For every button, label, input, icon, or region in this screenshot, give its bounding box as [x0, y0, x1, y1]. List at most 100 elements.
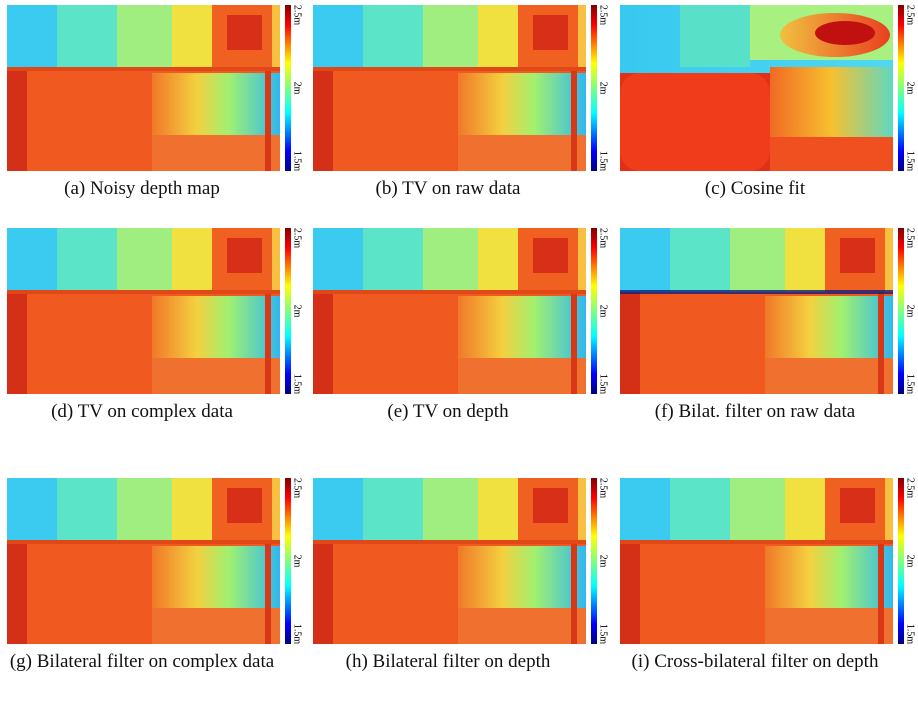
region — [7, 292, 27, 394]
region — [57, 478, 117, 542]
depth-panel: 2.5m 2m 1.5m — [620, 5, 916, 172]
region — [785, 228, 825, 292]
colorbar — [285, 5, 291, 171]
region — [7, 290, 280, 294]
region — [272, 478, 280, 542]
region — [227, 488, 262, 523]
region — [620, 73, 770, 171]
region — [840, 488, 875, 523]
region — [265, 69, 271, 171]
region — [227, 238, 262, 273]
region — [620, 478, 670, 542]
region — [578, 478, 586, 542]
colorbar-label: 1.5m — [905, 624, 916, 645]
region — [478, 228, 518, 292]
region — [785, 478, 825, 542]
depth-panel: 2.5m 2m 1.5m — [7, 228, 303, 395]
region — [620, 542, 640, 644]
depth-image — [620, 478, 893, 644]
caption: (h) Bilateral filter on depth — [345, 651, 551, 672]
depth-panel: 2.5m 2m 1.5m — [620, 478, 916, 645]
depth-image — [313, 228, 586, 394]
colorbar-label: 2.5m — [905, 228, 916, 248]
region — [265, 292, 271, 394]
colorbar-label: 2m — [598, 305, 609, 318]
depth-image — [7, 5, 280, 171]
depth-panel: 2.5m 2m 1.5m — [7, 478, 303, 645]
caption: (g) Bilateral filter on complex data — [9, 651, 275, 672]
region — [313, 228, 363, 292]
colorbar-label: 1.5m — [598, 624, 609, 645]
colorbar — [898, 5, 904, 171]
depth-image — [620, 5, 893, 171]
colorbar-label: 2m — [905, 555, 916, 568]
region — [313, 478, 363, 542]
region — [620, 228, 670, 292]
region — [533, 488, 568, 523]
region — [571, 292, 577, 394]
region — [620, 292, 640, 394]
region — [533, 238, 568, 273]
region — [765, 358, 893, 394]
colorbar-label: 2m — [905, 82, 916, 95]
region — [458, 358, 586, 394]
colorbar-label: 1.5m — [905, 151, 916, 172]
depth-panel: 2.5m 2m 1.5m — [620, 228, 916, 394]
region — [730, 228, 785, 292]
depth-panel: 2.5m 2m 1.5m — [313, 228, 609, 394]
colorbar-label: 1.5m — [292, 624, 303, 645]
colorbar-label: 2.5m — [905, 5, 916, 26]
region — [313, 540, 586, 544]
region — [152, 358, 280, 394]
region — [7, 542, 27, 644]
region — [7, 5, 57, 69]
colorbar-label: 2m — [598, 555, 609, 568]
region — [57, 5, 117, 69]
colorbar — [285, 478, 291, 644]
caption: (c) Cosine fit — [704, 178, 806, 199]
region — [7, 69, 27, 171]
colorbar-label: 1.5m — [292, 374, 303, 395]
region — [152, 546, 280, 608]
region — [458, 135, 586, 171]
region — [117, 228, 172, 292]
region — [815, 21, 875, 45]
region — [571, 69, 577, 171]
region — [272, 5, 280, 69]
colorbar-label: 2m — [598, 82, 609, 95]
colorbar-label: 1.5m — [598, 151, 609, 172]
region — [272, 228, 280, 292]
colorbar-label: 2.5m — [905, 478, 916, 499]
region — [730, 478, 785, 542]
caption: (f) Bilat. filter on raw data — [654, 401, 856, 422]
region — [227, 15, 262, 50]
region — [7, 540, 280, 544]
depth-panel: 2.5m 2m 1.5m — [313, 5, 609, 172]
colorbar — [591, 228, 597, 394]
region — [458, 608, 586, 644]
colorbar — [898, 478, 904, 644]
colorbar — [898, 228, 904, 394]
depth-image — [313, 5, 586, 171]
region — [57, 228, 117, 292]
region — [878, 542, 884, 644]
region — [172, 5, 212, 69]
region — [117, 478, 172, 542]
region — [770, 137, 893, 171]
region — [620, 540, 893, 544]
region — [363, 228, 423, 292]
colorbar-label: 2.5m — [292, 478, 303, 499]
region — [152, 73, 280, 135]
depth-panel: 2.5m 2m 1.5m — [7, 5, 303, 171]
region — [478, 478, 518, 542]
region — [765, 546, 893, 608]
region — [363, 5, 423, 69]
colorbar-label: 2.5m — [292, 228, 303, 248]
region — [313, 290, 586, 294]
caption: (a) Noisy depth map — [64, 178, 220, 199]
region — [313, 292, 333, 394]
region — [363, 478, 423, 542]
region — [571, 542, 577, 644]
